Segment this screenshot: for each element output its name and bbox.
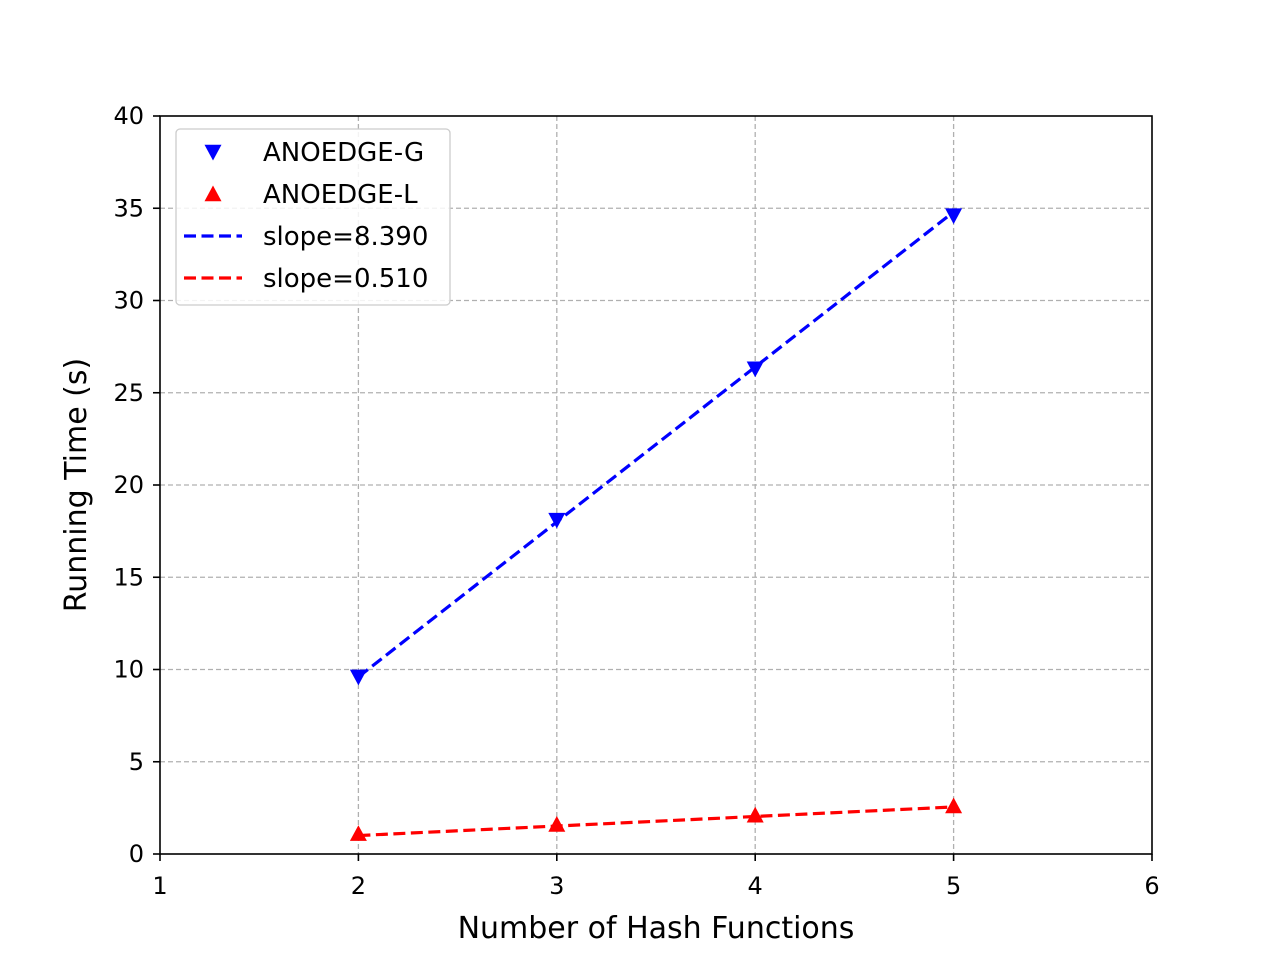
legend-label: slope=8.390 (263, 222, 428, 252)
legend-label: slope=0.510 (263, 264, 428, 294)
y-tick-label: 0 (129, 840, 144, 868)
legend-box (175, 128, 451, 306)
y-tick-label: 20 (113, 471, 144, 499)
data-point-anoedge-l (746, 806, 764, 823)
legend-marker-anoedge-l (204, 185, 222, 202)
legend: ANOEDGE-G ANOEDGE-L slope=8.390 slope=0.510 (175, 128, 451, 306)
series-line-slope-0-510 (358, 805, 954, 838)
y-tick-label: 35 (113, 194, 144, 222)
legend-marker-anoedge-g (204, 144, 222, 161)
data-point-anoedge-l (945, 797, 963, 814)
y-tick-label: 40 (113, 102, 144, 130)
data-point-anoedge-g (945, 208, 963, 225)
x-tick-label: 5 (946, 872, 961, 900)
data-point-anoedge-l (349, 825, 367, 841)
data-point-anoedge-g (746, 361, 764, 378)
x-tick-label: 6 (1144, 872, 1159, 900)
x-tick-label: 4 (748, 872, 763, 900)
data-point-anoedge-g (349, 669, 367, 686)
y-tick-label: 30 (113, 287, 144, 315)
axis-ticks: 1 2 3 4 5 6 0 5 10 15 20 25 30 35 40 (113, 102, 1159, 900)
x-tick-label: 2 (351, 872, 366, 900)
legend-label: ANOEDGE-L (263, 180, 418, 210)
data-point-anoedge-l (548, 815, 566, 832)
series-line-slope-8-390 (357, 210, 955, 679)
data-point-anoedge-g (548, 512, 566, 529)
y-tick-label: 10 (113, 656, 144, 684)
legend-label: ANOEDGE-G (263, 138, 424, 168)
y-axis-label: Running Time (s) (59, 358, 94, 612)
y-tick-label: 5 (129, 748, 144, 776)
y-tick-label: 15 (113, 563, 144, 591)
x-tick-label: 1 (152, 872, 167, 900)
y-tick-label: 25 (113, 379, 144, 407)
x-axis-label: Number of Hash Functions (458, 911, 855, 946)
plot-data (349, 208, 963, 841)
x-tick-label: 3 (549, 872, 564, 900)
